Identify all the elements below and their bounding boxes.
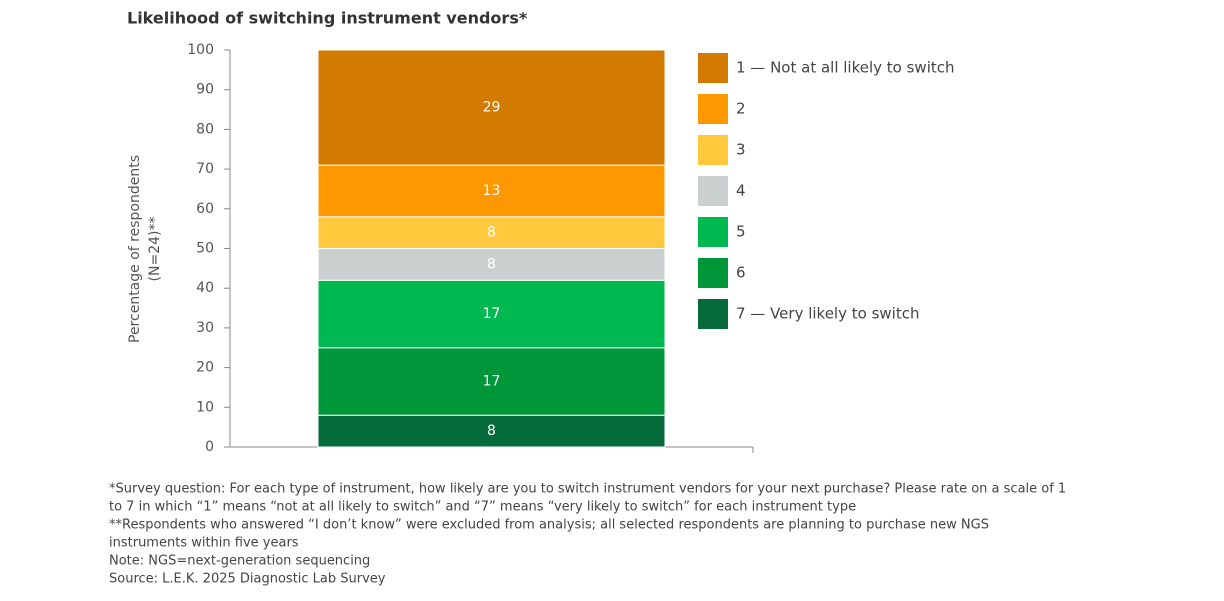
y-tick-label: 70 (196, 161, 214, 177)
y-tick-label: 40 (196, 280, 214, 296)
footnote: to 7 in which “1” means “not at all like… (109, 500, 856, 515)
data-label: 17 (483, 306, 501, 322)
legend-label: 3 (736, 141, 746, 159)
legend-label: 2 (736, 100, 746, 118)
legend-label: 7 — Very likely to switch (736, 305, 919, 323)
bar-segment (317, 279, 666, 349)
y-tick-label: 90 (196, 82, 214, 98)
data-label: 8 (487, 423, 496, 439)
y-tick-label: 80 (196, 121, 214, 137)
bar-segment (317, 347, 666, 416)
bar-segment (317, 216, 666, 250)
bar-segment (317, 414, 666, 448)
y-axis-label: (N=24)** (147, 217, 163, 282)
legend-swatch (698, 217, 728, 247)
y-tick-label: 60 (196, 201, 214, 217)
legend-label: 5 (736, 223, 746, 241)
data-label: 8 (487, 256, 496, 272)
legend-swatch (698, 176, 728, 206)
data-label: 13 (483, 183, 501, 199)
legend-swatch (698, 53, 728, 83)
legend-swatch (698, 299, 728, 329)
legend-swatch (698, 94, 728, 124)
footnote: **Respondents who answered “I don’t know… (109, 518, 989, 533)
y-tick-label: 50 (196, 241, 214, 257)
bar-segment (317, 248, 666, 281)
data-label: 17 (483, 373, 501, 389)
y-axis-label: Percentage of respondents (127, 155, 143, 343)
y-tick-label: 100 (187, 42, 214, 58)
bar-segment (317, 164, 666, 218)
data-label: 29 (483, 100, 501, 116)
footnote: instruments within five years (109, 536, 299, 551)
y-tick-label: 30 (196, 320, 214, 336)
y-tick-label: 0 (205, 439, 214, 455)
legend-label: 1 — Not at all likely to switch (736, 59, 955, 77)
footnote: Source: L.E.K. 2025 Diagnostic Lab Surve… (109, 572, 386, 587)
data-label: 8 (487, 225, 496, 241)
legend-label: 4 (736, 182, 746, 200)
legend-swatch (698, 258, 728, 288)
footnote: *Survey question: For each type of instr… (109, 482, 1066, 497)
legend-label: 6 (736, 264, 746, 282)
legend-swatch (698, 135, 728, 165)
bar-segment (317, 49, 666, 166)
y-tick-label: 10 (196, 399, 214, 415)
y-tick-label: 20 (196, 360, 214, 376)
footnote: Note: NGS=next-generation sequencing (109, 554, 370, 569)
chart-title: Likelihood of switching instrument vendo… (127, 9, 528, 28)
